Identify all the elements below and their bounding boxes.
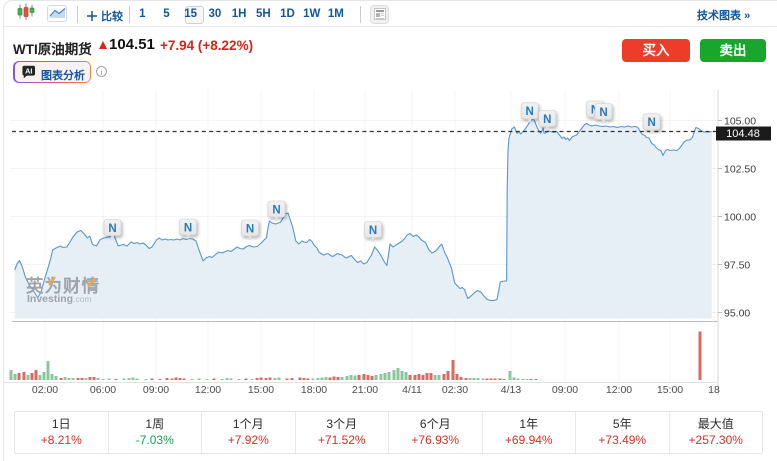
svg-text:09:00: 09:00	[143, 384, 169, 396]
svg-text:N: N	[246, 223, 254, 235]
svg-text:Investing.com: Investing.com	[27, 293, 92, 305]
svg-text:21:00: 21:00	[352, 384, 378, 396]
svg-text:N: N	[599, 107, 607, 119]
svg-text:18: 18	[708, 384, 720, 396]
svg-text:09:00: 09:00	[552, 384, 578, 396]
svg-text:N: N	[543, 114, 551, 126]
svg-text:英为财情: 英为财情	[26, 276, 100, 296]
svg-text:06:00: 06:00	[90, 384, 116, 396]
svg-text:97.50: 97.50	[724, 259, 750, 271]
svg-text:02:30: 02:30	[442, 384, 468, 396]
svg-text:N: N	[647, 117, 655, 129]
svg-text:95.00: 95.00	[724, 307, 750, 319]
svg-text:N: N	[108, 223, 116, 235]
svg-text:4/11: 4/11	[402, 384, 422, 396]
svg-text:18:00: 18:00	[301, 384, 327, 396]
svg-text:AI: AI	[25, 66, 32, 75]
svg-text:N: N	[184, 222, 192, 234]
svg-text:N: N	[272, 204, 280, 216]
svg-text:4/13: 4/13	[501, 384, 522, 396]
svg-text:105.00: 105.00	[724, 115, 756, 127]
svg-text:N: N	[369, 225, 377, 237]
svg-text:15:00: 15:00	[657, 384, 683, 396]
svg-text:02:00: 02:00	[32, 384, 58, 396]
svg-text:12:00: 12:00	[606, 384, 632, 396]
svg-text:12:00: 12:00	[195, 384, 221, 396]
svg-text:100.00: 100.00	[724, 211, 756, 223]
svg-text:15:00: 15:00	[248, 384, 274, 396]
svg-text:N: N	[526, 106, 534, 118]
svg-text:104.48: 104.48	[726, 128, 760, 140]
svg-text:102.50: 102.50	[724, 163, 756, 175]
